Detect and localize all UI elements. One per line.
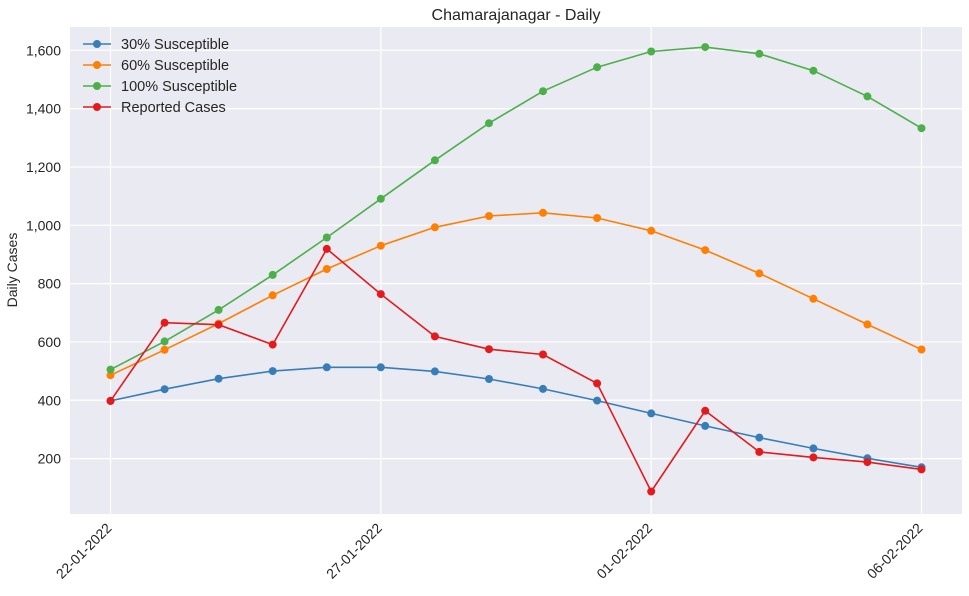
data-point	[647, 47, 656, 56]
y-tick-label: 600	[38, 334, 62, 350]
data-point	[160, 345, 169, 354]
data-point	[809, 294, 818, 303]
data-point	[214, 320, 223, 329]
data-point	[485, 119, 493, 128]
data-point	[755, 269, 764, 278]
data-point	[322, 244, 331, 253]
legend-label: 60% Susceptible	[121, 58, 229, 74]
data-point	[106, 371, 115, 380]
y-tick-label: 800	[38, 276, 62, 292]
data-point	[917, 465, 926, 474]
data-point	[376, 241, 385, 250]
legend-item: 30% Susceptible	[83, 37, 229, 53]
data-point	[809, 453, 818, 462]
data-point	[539, 384, 547, 393]
grid-lines	[70, 27, 962, 514]
y-tick-label: 400	[38, 392, 62, 408]
y-tick-label: 1,000	[26, 217, 61, 233]
y-axis-ticks: 200 400 600 800 1,000 1,200 1,400 1,600	[26, 42, 61, 466]
data-point	[539, 350, 547, 359]
data-point	[917, 124, 926, 133]
data-point	[593, 63, 602, 72]
data-point	[647, 487, 656, 496]
data-point	[430, 332, 439, 341]
y-tick-label: 200	[38, 451, 62, 467]
chart-title: Chamarajanagar - Daily	[432, 7, 601, 24]
legend-label: 30% Susceptible	[121, 37, 229, 53]
data-point	[160, 318, 169, 327]
series-30-susceptible	[106, 363, 926, 472]
data-point	[917, 345, 926, 354]
data-point	[485, 212, 493, 220]
series-line	[109, 247, 922, 494]
y-tick-label: 1,600	[26, 42, 61, 58]
legend-swatch-marker	[93, 103, 101, 111]
data-point	[268, 340, 277, 349]
data-point	[376, 290, 385, 299]
data-point	[863, 458, 872, 467]
series-reported-cases	[106, 244, 926, 496]
legend: 30% Susceptible 60% Susceptible 100% Susce…	[83, 37, 237, 116]
data-point	[539, 87, 547, 96]
data-point	[539, 208, 547, 217]
data-point	[593, 214, 602, 222]
y-tick-label: 1,200	[26, 159, 61, 175]
y-axis-label: Daily Cases	[4, 233, 20, 308]
data-point	[214, 374, 223, 383]
data-point	[485, 375, 493, 383]
data-point	[863, 92, 872, 101]
data-point	[106, 365, 115, 374]
data-point	[268, 367, 277, 376]
data-point	[701, 246, 710, 255]
legend-swatch-marker	[93, 40, 101, 48]
data-point	[376, 363, 385, 372]
legend-swatch-marker	[93, 61, 101, 69]
data-point	[376, 194, 385, 203]
data-point	[268, 270, 277, 279]
data-point	[647, 409, 656, 418]
data-point	[322, 233, 331, 242]
data-point	[755, 49, 764, 58]
data-point	[430, 223, 439, 232]
data-point	[160, 385, 169, 394]
legend-swatch-marker	[93, 82, 101, 90]
y-tick-label: 1,400	[26, 101, 61, 117]
data-point	[322, 265, 331, 273]
legend-item: 100% Susceptible	[83, 79, 237, 95]
data-point	[160, 337, 169, 346]
legend-label: Reported Cases	[121, 100, 226, 116]
data-point	[593, 379, 602, 388]
data-point	[863, 320, 872, 329]
series-line	[110, 366, 922, 469]
data-point	[593, 396, 602, 405]
data-point	[701, 43, 710, 52]
series-line	[110, 211, 922, 376]
data-point	[809, 66, 818, 75]
data-point	[214, 305, 223, 314]
data-point	[755, 433, 764, 442]
series-line	[110, 46, 922, 371]
data-point	[268, 291, 277, 300]
data-point	[430, 367, 439, 376]
legend-label: 100% Susceptible	[121, 79, 237, 95]
legend-item: 60% Susceptible	[83, 58, 229, 74]
data-point	[647, 226, 656, 235]
legend-item: Reported Cases	[83, 100, 226, 116]
data-point	[755, 447, 764, 456]
data-point	[485, 345, 493, 354]
data-point	[809, 444, 818, 453]
series-100-susceptible	[106, 43, 926, 374]
data-point	[701, 421, 710, 430]
data-point	[701, 406, 710, 415]
data-point	[430, 156, 439, 165]
series-layer	[106, 43, 926, 496]
data-point	[106, 396, 115, 405]
data-point	[322, 363, 331, 372]
